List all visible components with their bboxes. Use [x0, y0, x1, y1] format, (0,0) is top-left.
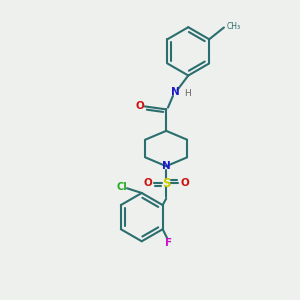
Text: N: N: [171, 87, 179, 97]
Text: O: O: [180, 178, 189, 188]
Text: S: S: [162, 177, 170, 190]
Text: Cl: Cl: [117, 182, 128, 191]
Text: O: O: [144, 178, 152, 188]
Text: N: N: [162, 160, 171, 171]
Text: CH₃: CH₃: [226, 22, 240, 32]
Text: H: H: [184, 89, 191, 98]
Text: O: O: [136, 101, 145, 111]
Text: F: F: [165, 238, 172, 248]
